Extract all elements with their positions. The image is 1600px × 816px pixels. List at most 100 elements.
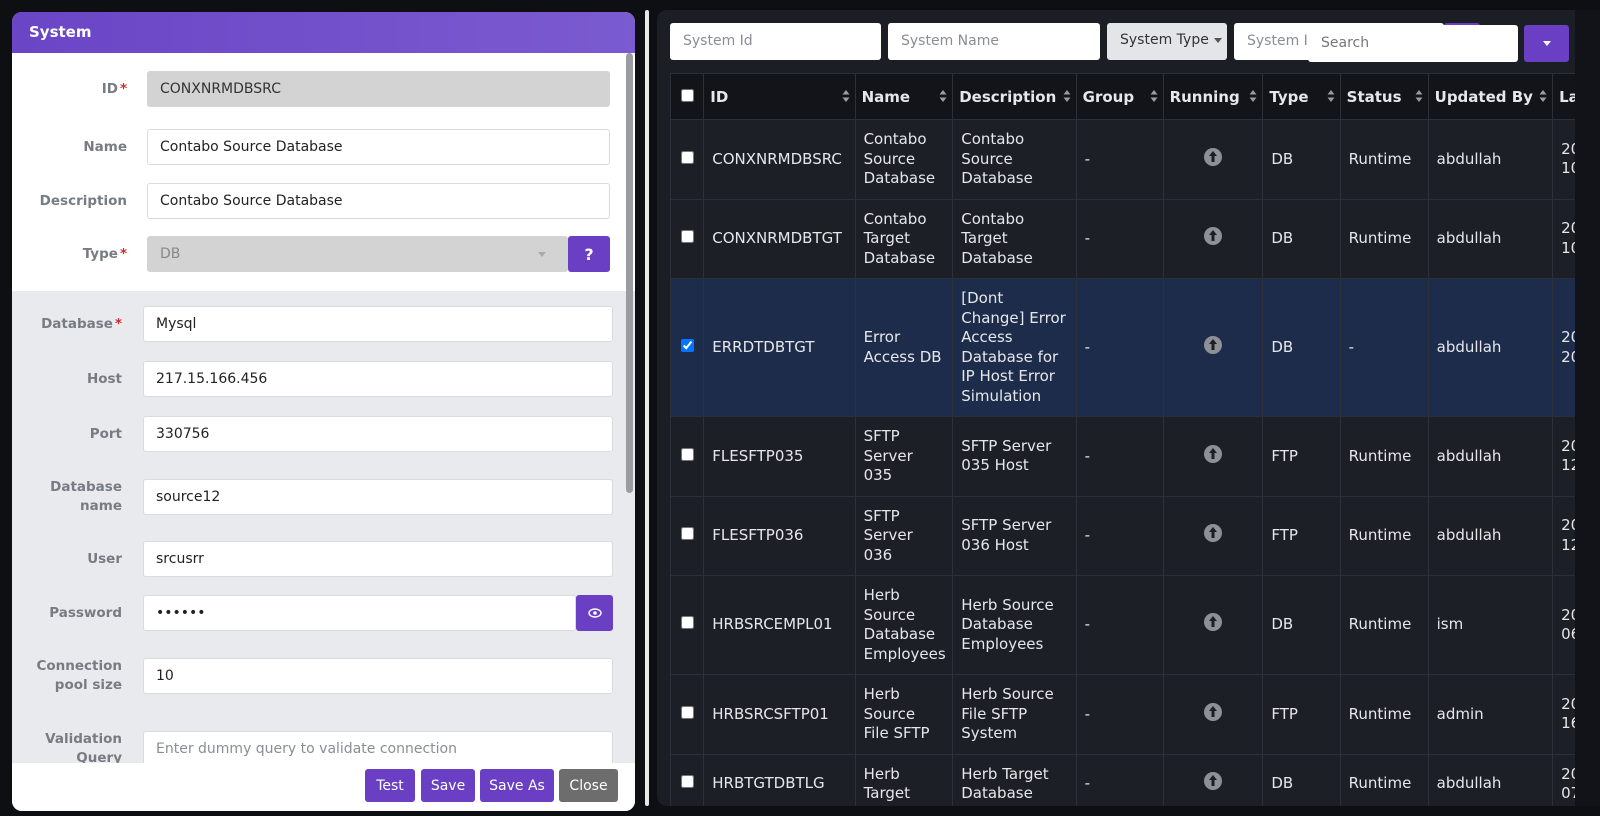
sort-toggle[interactable] [1063,89,1071,107]
sort-toggle[interactable] [939,89,947,107]
running-icon[interactable] [1203,444,1223,464]
password-input[interactable]: •••••• [143,595,576,631]
filter-input[interactable]: System Id [670,23,881,60]
cell-text: admin [1436,704,1484,723]
label-text: Connection pool size [36,658,122,693]
show-password-button[interactable] [576,595,613,631]
row-checkbox[interactable] [680,338,694,352]
table-cell: - [1339,278,1429,417]
column-header[interactable]: ID [703,73,856,120]
table-row[interactable]: CONXNRMDBSRC Contabo Source Database Conta… [670,119,1575,200]
cell-text: [Dont Change] Error Access Database for … [961,289,1066,405]
filter-input[interactable]: System Name [888,23,1100,60]
sort-toggle[interactable] [842,89,850,107]
row-checkbox[interactable] [680,230,694,243]
filter-dropdown[interactable]: System Type [1107,23,1227,60]
sort-icon[interactable] [939,89,947,103]
table-row[interactable]: ERRDTDBTGT Error Access DB [Dont Change] E… [670,278,1575,417]
cell-text: Error Access DB [863,328,942,366]
column-header[interactable]: Type [1262,73,1341,120]
table-cell: 2024-10-0 06:32:29 [1552,575,1575,675]
text-input[interactable]: Enter dummy query to validate connection [143,731,613,767]
table-row[interactable]: FLESFTP035 SFTP Server 035 SFTP Server 035… [670,416,1575,497]
table-row[interactable]: CONXNRMDBTGT Contabo Target Database Conta… [670,198,1575,279]
text-input[interactable]: source12 [143,479,613,515]
action-button[interactable]: Save [421,769,475,802]
column-header[interactable]: Running [1162,73,1264,120]
systems-table: ID Name Description Group Running Type Status U… [670,73,1575,806]
sort-toggle[interactable] [1249,89,1257,107]
table-cell: Runtime [1339,495,1429,576]
column-header[interactable]: Group [1075,73,1164,120]
table-cell: FTP [1262,674,1341,755]
sort-icon[interactable] [842,89,850,103]
table-row[interactable]: HRBSRCSFTP01 Herb Source File SFTP Herb So… [670,674,1575,755]
action-button[interactable]: Test [365,769,415,802]
text-input[interactable]: Contabo Source Database [147,183,610,219]
column-header[interactable]: Updated By [1427,73,1554,120]
row-checkbox[interactable] [680,527,694,540]
search-input[interactable]: Search [1308,25,1518,62]
sort-toggle[interactable] [1415,89,1423,107]
sort-toggle[interactable] [1539,89,1547,107]
running-icon[interactable] [1203,523,1223,543]
table-row[interactable]: HRBTGTDBTLG Herb Target Herb Target Databa… [670,753,1575,806]
select-all-checkbox[interactable] [680,88,694,102]
column-header[interactable]: Name [854,73,954,120]
table-cell: Contabo Target Database [952,198,1077,279]
running-icon[interactable] [1203,771,1223,791]
running-icon[interactable] [1203,702,1223,722]
row-checkbox[interactable] [680,616,694,630]
help-button[interactable]: ? [568,236,610,272]
sort-icon[interactable] [1539,89,1547,103]
column-header[interactable]: Last Updat [1552,73,1575,120]
running-icon[interactable] [1203,226,1223,246]
table-row[interactable]: FLESFTP036 SFTP Server 036 SFTP Server 036… [670,495,1575,576]
cell-text: ERRDTDBTGT [712,337,815,356]
column-menu-button[interactable] [1524,25,1569,62]
action-button[interactable]: Save As [480,769,554,802]
table-row[interactable]: HRBSRCEMPL01 Herb Source Database Employe… [670,575,1575,675]
row-checkbox[interactable] [680,775,694,789]
sort-icon[interactable] [1327,89,1335,103]
table-cell: CONXNRMDBSRC [703,119,856,200]
label-text: Database name [50,479,122,514]
text-input[interactable]: Contabo Source Database [147,129,610,165]
cell-text: abdullah [1436,774,1502,793]
sort-toggle[interactable] [1150,89,1158,107]
text-input[interactable]: Mysql [143,306,613,342]
table-cell: Herb Source File SFTP [854,674,954,755]
cell-text: abdullah [1436,526,1502,544]
row-checkbox[interactable] [680,705,694,719]
field-label: Port [22,414,122,454]
running-icon[interactable] [1203,147,1223,167]
field-label: Validation Query [22,729,122,769]
splitter[interactable] [645,10,649,806]
cell-text: - [1084,704,1091,723]
column-header[interactable]: Description [952,73,1077,120]
table-cell: Contabo Source Database [952,119,1077,200]
cell-text: Herb Source File SFTP [863,685,930,742]
running-icon[interactable] [1203,612,1223,632]
label-text: Host [86,370,122,387]
sort-icon[interactable] [1249,89,1257,103]
sort-icon[interactable] [1415,89,1423,103]
text-input[interactable]: 10 [143,658,613,694]
row-checkbox[interactable] [680,447,694,461]
systems-list-panel: System Id System Name System IP System Type… [657,10,1600,806]
action-button[interactable]: Close [559,769,618,802]
label-text: Port [89,425,122,442]
select-cell [670,575,705,675]
sort-icon[interactable] [1063,89,1071,103]
sort-icon[interactable] [1150,89,1158,103]
required-mark: * [119,245,127,262]
running-icon[interactable] [1203,335,1223,355]
text-input[interactable]: srcusrr [143,541,613,577]
row-checkbox[interactable] [680,150,694,164]
cell-text: Contabo Source Database [863,130,936,187]
sort-toggle[interactable] [1327,89,1335,107]
text-input[interactable]: 217.15.166.456 [143,361,613,397]
column-header[interactable]: Status [1339,73,1429,120]
table-cell [1162,119,1264,200]
text-input[interactable]: 330756 [143,416,613,452]
